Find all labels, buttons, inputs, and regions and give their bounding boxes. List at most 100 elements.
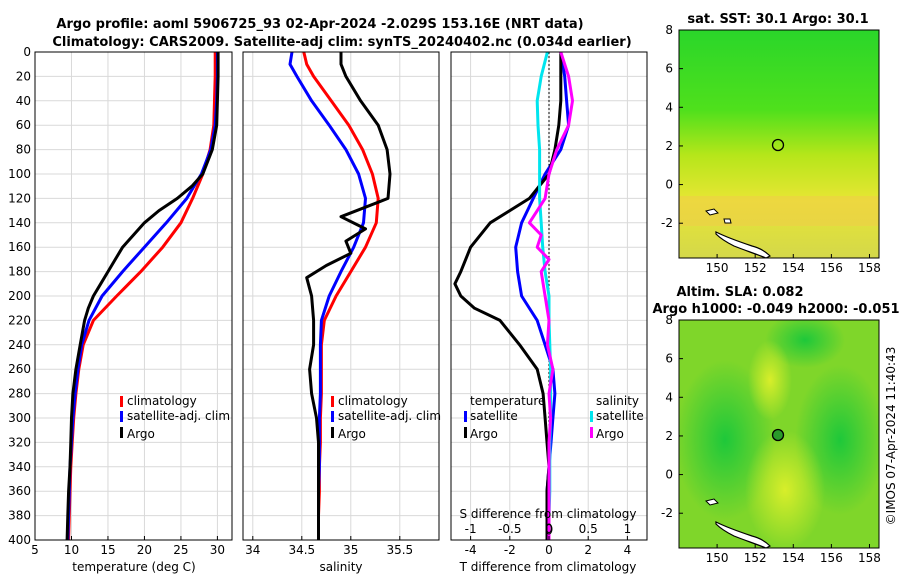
island-coastline	[715, 521, 772, 548]
map-y-tick-label: 4	[665, 100, 673, 114]
sla-map-ticks: 150 152 154 156 158 -2 0 2 4 6 8	[661, 313, 881, 565]
legend-label-argo: Argo	[127, 427, 155, 441]
legend-label-s-argo: Argo	[596, 427, 624, 441]
map-y-tick-label: 8	[665, 23, 673, 37]
series-line-argo	[305, 52, 392, 540]
y-tick-label: 0	[23, 45, 31, 59]
island-coastline	[715, 231, 772, 258]
x-tick-label: 35.5	[386, 543, 413, 557]
legend-label-t-satellite: satellite	[470, 409, 518, 423]
y-tick-label: 400	[8, 533, 31, 547]
salinity-legend: climatology satellite-adj. clim Argo	[331, 394, 441, 441]
x-tick-label: 15	[100, 543, 115, 557]
y-tick-label: 240	[8, 338, 31, 352]
legend-label-s-satellite: satellite	[596, 409, 644, 423]
map-x-tick-label: 156	[820, 551, 843, 565]
y-tick-label: 20	[16, 69, 31, 83]
x-tick-label: 34.5	[288, 543, 315, 557]
map-y-tick-label: 2	[665, 429, 673, 443]
map-y-tick-label: 0	[665, 178, 673, 192]
sla-anomaly-high	[745, 430, 825, 548]
map-y-tick-label: 2	[665, 139, 673, 153]
salinity-panel: 34 34.5 35 35.5	[242, 51, 440, 557]
legend-swatch-argo	[331, 427, 334, 438]
x-tick-label: -4	[465, 543, 477, 557]
y-tick-label: 100	[8, 167, 31, 181]
salinity-xlabel: salinity	[319, 560, 362, 574]
top-x-tick-label: 0	[545, 522, 553, 536]
legend-swatch-satellite	[331, 411, 334, 422]
sst-map-title: sat. SST: 30.1 Argo: 30.1	[687, 12, 868, 27]
x-tick-label: 5	[31, 543, 39, 557]
legend-label-climatology: climatology	[338, 394, 408, 408]
legend-label-argo: Argo	[338, 427, 366, 441]
map-y-tick-label: 6	[665, 352, 673, 366]
temperature-legend: climatology satellite-adj. clim Argo	[120, 394, 230, 441]
x-tick-label: 35	[343, 543, 358, 557]
top-x-tick-label: -0.5	[498, 522, 521, 536]
sla-map-title-line1: Altim. SLA: 0.082	[677, 285, 804, 300]
map-y-tick-label: 0	[665, 468, 673, 482]
figure-title-line2: Climatology: CARS2009. Satellite-adj cli…	[52, 35, 631, 50]
y-tick-label: 180	[8, 265, 31, 279]
island-coastline	[705, 498, 719, 506]
island-coastline	[723, 218, 732, 224]
legend-label-t-argo: Argo	[470, 427, 498, 441]
legend-title-temperature: temperature	[470, 394, 545, 408]
x-tick-label: 4	[624, 543, 632, 557]
map-x-tick-label: 154	[782, 261, 805, 275]
map-x-tick-label: 150	[706, 551, 729, 565]
map-y-tick-label: 6	[665, 62, 673, 76]
argo-float-marker	[771, 428, 785, 442]
y-tick-label: 160	[8, 240, 31, 254]
legend-swatch-t-argo	[464, 427, 467, 438]
legend-swatch-satellite	[120, 411, 123, 422]
x-tick-label: 10	[64, 543, 79, 557]
sst-map: 150 152 154 156 158 -2 0 2 4 6 8	[661, 23, 881, 275]
difference-panel: -4 -2 0 2 4 -1 -0.5 0 0.5 1	[450, 51, 648, 557]
x-tick-label: 34	[245, 543, 260, 557]
sla-map: 150 152 154 156 158 -2 0 2 4 6 8	[661, 313, 881, 565]
map-y-tick-label: -2	[661, 216, 673, 230]
zero-marker	[545, 523, 553, 535]
map-x-tick-label: 154	[782, 551, 805, 565]
series-group	[453, 52, 574, 540]
series-group	[65, 52, 220, 540]
sla-map-frame	[678, 319, 880, 549]
sst-map-ticks: 150 152 154 156 158 -2 0 2 4 6 8	[661, 23, 881, 275]
map-x-tick-label: 158	[858, 551, 881, 565]
figure-title-line1: Argo profile: aoml 5906725_93 02-Apr-202…	[56, 17, 583, 32]
x-tick-label: -2	[504, 543, 516, 557]
x-tick-label: 20	[137, 543, 152, 557]
temperature-xlabel: temperature (deg C)	[72, 560, 195, 574]
y-tick-label: 300	[8, 411, 31, 425]
y-tick-label: 260	[8, 362, 31, 376]
map-y-tick-label: 8	[665, 313, 673, 327]
series-line-argo	[65, 52, 220, 540]
difference-top-xlabel: S difference from climatology	[460, 507, 637, 521]
map-x-tick-label: 152	[744, 551, 767, 565]
y-tick-label: 380	[8, 509, 31, 523]
y-tick-label: 220	[8, 313, 31, 327]
legend-swatch-t-satellite	[464, 411, 467, 422]
y-tick-label: 80	[16, 143, 31, 157]
temperature-panel: 5 10 15 20 25 3002040608010012014016018020022…	[8, 45, 233, 557]
legend-label-satellite: satellite-adj. clim	[338, 409, 441, 423]
sst-map-frame	[678, 29, 880, 259]
y-tick-label: 40	[16, 94, 31, 108]
x-tick-label: 25	[173, 543, 188, 557]
difference-xlabel: T difference from climatology	[459, 560, 637, 574]
legend-label-satellite: satellite-adj. clim	[127, 409, 230, 423]
island-coastline	[705, 208, 719, 216]
top-x-tick-label: 1	[624, 522, 632, 536]
legend-swatch-climatology	[331, 396, 334, 407]
series-group	[288, 52, 392, 540]
legend-label-climatology: climatology	[127, 394, 197, 408]
map-x-tick-label: 158	[858, 261, 881, 275]
legend-swatch-s-satellite	[590, 411, 593, 422]
sla-map-title-line2: Argo h1000: -0.049 h2000: -0.051	[652, 302, 899, 317]
legend-swatch-climatology	[120, 396, 123, 407]
plot-frame	[242, 51, 440, 541]
argo-float-marker	[771, 138, 785, 152]
